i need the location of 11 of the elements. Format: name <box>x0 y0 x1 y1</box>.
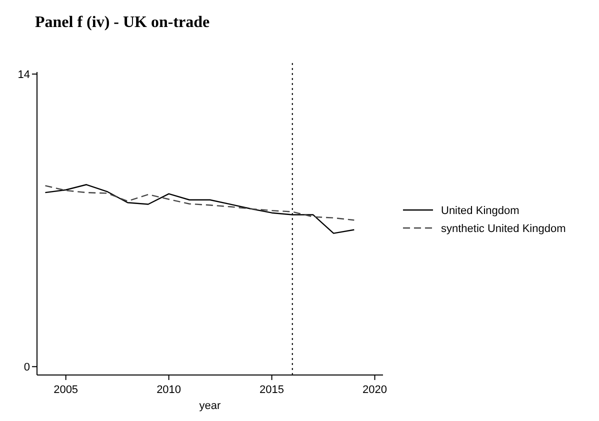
legend-label: United Kingdom <box>441 204 520 217</box>
y-tick-label: 0 <box>24 361 30 374</box>
x-tick-label: 2005 <box>54 384 78 396</box>
x-tick-label: 2015 <box>260 384 284 396</box>
y-tick-label: 14 <box>18 68 30 81</box>
legend-label: synthetic United Kingdom <box>441 222 566 235</box>
x-tick-label: 2020 <box>362 384 388 396</box>
chart-title: Panel f (iv) - UK on-trade <box>35 14 210 31</box>
x-tick-label: 2010 <box>156 384 182 396</box>
x-axis-title: year <box>199 400 222 412</box>
line-series <box>44 185 355 221</box>
